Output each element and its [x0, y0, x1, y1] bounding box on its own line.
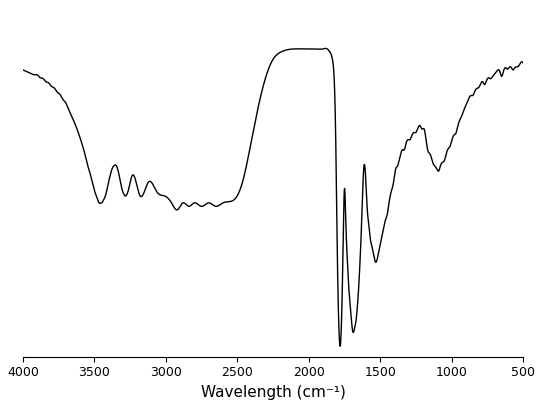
X-axis label: Wavelength (cm⁻¹): Wavelength (cm⁻¹) — [201, 385, 345, 400]
